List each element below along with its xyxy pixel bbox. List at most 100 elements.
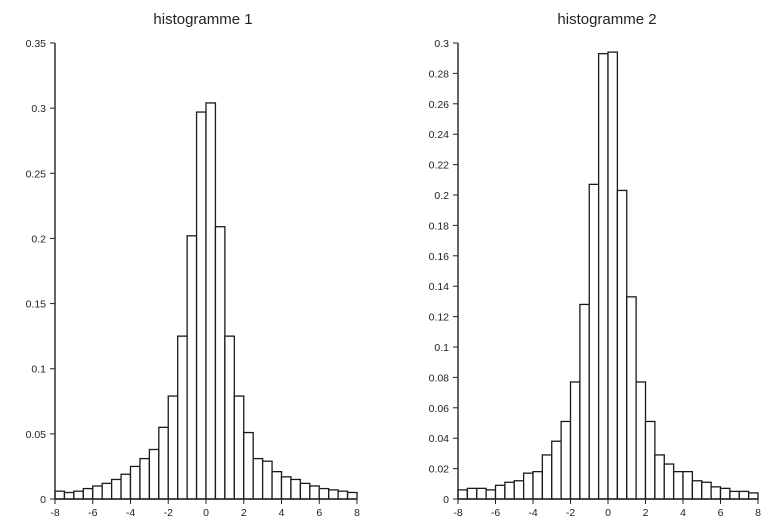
histogram-1-x-tick-label-3: -2 [164, 507, 173, 519]
histogram-2-bar-14 [588, 183, 600, 500]
histogram-2-y-tick-label-1: 0.02 [429, 464, 450, 476]
histogram-2-bar-17 [616, 189, 628, 500]
histogram-2-bar-26 [701, 481, 712, 500]
histogram-1-y-tick-label-3: 0.15 [26, 299, 47, 311]
histogram-2-bar-6 [513, 480, 525, 500]
histogram-2-y-tick-label-6: 0.12 [429, 312, 450, 324]
histogram-2-bar-27 [710, 486, 722, 500]
histogram-2-bar-5 [504, 481, 515, 500]
histogram-2-x-tick-label-1: -6 [491, 507, 500, 519]
histogram-2-y-tick-label-13: 0.26 [429, 99, 450, 111]
histogram-2-bar-10 [551, 440, 562, 500]
histogram-2-y-tick-label-10: 0.2 [434, 190, 449, 202]
histogram-2-bar-20 [644, 420, 656, 500]
histogram-2-y-tick-label-5: 0.1 [434, 342, 449, 354]
histogram-1-bar-22 [261, 460, 273, 500]
histogram-1-y-tick-label-4: 0.2 [31, 233, 46, 245]
histogram-2-y-tick-label-2: 0.04 [429, 433, 450, 445]
histogram-1-bar-1 [63, 491, 75, 500]
histogram-2-x-tick-label-3: -2 [566, 507, 575, 519]
histogram-1-bar-9 [139, 457, 151, 500]
histogram-1-bar-18 [224, 335, 235, 500]
histogram-2-bar-25 [691, 480, 703, 500]
histogram-2-bar-11 [560, 420, 572, 500]
histogram-1-bar-2 [73, 490, 84, 500]
histogram-2-bar-0 [457, 489, 469, 500]
histogram-2-bar-31 [747, 492, 759, 500]
histogram-2-bar-3 [485, 489, 497, 500]
histogram-1-bars [54, 102, 358, 500]
histogram-2-bar-13 [579, 303, 590, 500]
histogram-2-bar-15 [597, 52, 609, 500]
histogram-1-bar-6 [110, 478, 122, 500]
histogram-1-x-tick-label-5: 2 [241, 507, 247, 519]
histogram-2-bar-9 [541, 454, 553, 500]
histogram-2-y-tick-label-9: 0.18 [429, 220, 450, 232]
histogram-1-bar-27 [309, 485, 320, 500]
histogram-2-bar-12 [569, 381, 581, 500]
histogram-2-bar-2 [476, 487, 487, 500]
histogram-2-y-tick-label-14: 0.28 [429, 68, 450, 80]
histogram-1-y-tick-label-2: 0.1 [31, 364, 46, 376]
histogram-1-bar-5 [101, 482, 113, 500]
histogram-2-y-tick-label-0: 0 [443, 494, 449, 506]
histogram-1-bar-29 [328, 489, 339, 500]
histogram-2-panel: histogramme 2 0 0.02 0.04 0.06 0.08 0.1 0.12 0.… [429, 11, 762, 519]
histogram-1-bar-7 [120, 473, 132, 500]
histogram-2-x-tick-label-7: 6 [718, 507, 724, 519]
histogram-1-x-tick-label-7: 6 [316, 507, 322, 519]
histogram-2-bar-23 [672, 470, 684, 500]
histogram-1-x-tick-label-0: -8 [50, 507, 59, 519]
histogram-1-bar-14 [186, 235, 198, 500]
histogram-1-y-tick-label-0: 0 [40, 494, 46, 506]
histogram-2-title: histogramme 2 [557, 11, 656, 28]
histogram-1-y-tick-label-1: 0.05 [26, 429, 47, 441]
histogram-2-bar-29 [729, 490, 740, 500]
histogram-2-bar-21 [654, 454, 665, 500]
histogram-1-bar-11 [158, 426, 169, 500]
histogram-1-bar-16 [205, 102, 217, 500]
histogram-2-y-tick-label-15: 0.3 [434, 38, 449, 50]
histogram-1-axes: 0 0.05 0.1 0.15 0.2 0.25 0.3 0.35 -8 -6 -4 -2 0 2 4 6 8 [26, 38, 361, 519]
histogram-1-x-tick-label-2: -4 [126, 507, 135, 519]
histogram-2-x-tick-label-2: -4 [528, 507, 537, 519]
histogram-1-panel: histogramme 1 0 0.05 0.1 0.15 0.2 0.25 0.3 0.35… [26, 11, 361, 519]
histogram-1-bar-20 [243, 431, 254, 500]
histogram-2-y-tick-label-11: 0.22 [429, 160, 450, 172]
histogram-1-y-tick-label-6: 0.3 [31, 103, 46, 115]
histogram-1-bar-3 [82, 487, 94, 500]
histogram-1-title: histogramme 1 [153, 11, 252, 28]
histogram-2-x-tick-label-6: 4 [680, 507, 686, 519]
histogram-1-bar-21 [252, 457, 264, 500]
histogram-2-bars [457, 51, 759, 500]
histogram-1-bar-4 [92, 485, 103, 500]
histogram-1-x-tick-label-1: -6 [88, 507, 97, 519]
histogram-2-bar-1 [466, 487, 478, 500]
histogram-2-bar-4 [494, 484, 506, 500]
histogram-2-bar-7 [522, 472, 534, 500]
histogram-2-bar-28 [719, 487, 731, 500]
histogram-1-bar-26 [299, 482, 311, 500]
histogram-1-bar-24 [280, 476, 292, 500]
histogram-2-x-tick-label-0: -8 [453, 507, 462, 519]
histogram-2-x-tick-label-5: 2 [643, 507, 649, 519]
histogram-1-bar-0 [54, 490, 66, 500]
histogram-2-bar-30 [738, 490, 750, 500]
histogram-2-x-tick-label-4: 0 [605, 507, 611, 519]
histogram-1-bar-8 [129, 465, 141, 500]
histogram-1-bar-10 [148, 448, 160, 500]
histogram-2-axes: 0 0.02 0.04 0.06 0.08 0.1 0.12 0.14 0.16 0.18 0.2 0… [429, 38, 762, 519]
histogram-2-x-tick-label-8: 8 [755, 507, 761, 519]
histogram-2-bar-22 [663, 463, 675, 500]
histogram-2-y-tick-label-8: 0.16 [429, 251, 450, 263]
histogram-1-y-tick-label-7: 0.35 [26, 38, 47, 50]
histogram-1-bar-30 [337, 490, 349, 500]
histogram-2-y-tick-label-12: 0.24 [429, 129, 450, 141]
histogram-1-y-tick-label-5: 0.25 [26, 168, 47, 180]
histogram-1-bar-31 [346, 491, 358, 500]
histogram-2-bar-16 [607, 51, 619, 500]
histogram-2-bar-19 [635, 381, 647, 500]
histogram-2-bar-24 [682, 470, 694, 500]
histogram-1-bar-12 [167, 395, 179, 500]
